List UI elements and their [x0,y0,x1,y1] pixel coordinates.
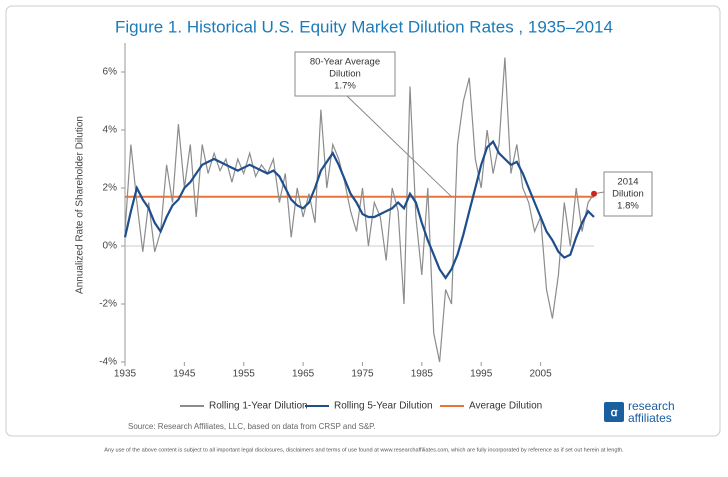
y-tick-label: 6% [103,67,118,78]
y-tick-label: 0% [103,241,118,252]
annotation-text: 2014 [617,177,638,188]
legend-label: Rolling 5-Year Dilution [334,401,433,412]
y-tick-label: -2% [99,299,117,310]
y-tick-label: 2% [103,183,118,194]
frame [5,5,721,437]
annotation-box [603,171,653,217]
chart-title: Figure 1. Historical U.S. Equity Market … [115,17,613,36]
annotation-point [591,190,597,197]
annotation-text: Dilution [329,69,361,80]
logo-glyph: ꭤ [611,407,618,419]
x-tick-label: 1935 [114,369,137,380]
x-tick-label: 1995 [470,369,493,380]
x-tick-label: 2005 [529,369,552,380]
series-line [123,139,595,280]
x-tick-label: 1965 [292,369,315,380]
logo-text: research [628,399,675,413]
disclaimer: Any use of the above content is subject … [104,447,624,453]
annotation-box [294,51,396,97]
legend-label: Average Dilution [469,401,542,412]
annotation-text: Dilution [612,189,644,200]
annotation-text: 80-Year Average [310,57,380,68]
x-tick-label: 1975 [351,369,374,380]
logo-icon [604,402,624,422]
y-tick-label: -4% [99,357,117,368]
annotation-arrow [346,95,452,198]
annotation-text: 1.7% [334,81,356,92]
legend-label: Rolling 1-Year Dilution [209,401,308,412]
x-tick-label: 1945 [173,369,196,380]
source: Source: Research Affiliates, LLC, based … [128,422,376,431]
y-tick-label: 4% [103,125,118,136]
x-tick-label: 1955 [233,369,256,380]
logo-text: affiliates [628,411,672,425]
annotation-text: 1.8% [617,201,639,212]
x-tick-label: 1985 [411,369,434,380]
y-axis-label: Annualized Rate of Shareholder Dilution [75,116,86,294]
